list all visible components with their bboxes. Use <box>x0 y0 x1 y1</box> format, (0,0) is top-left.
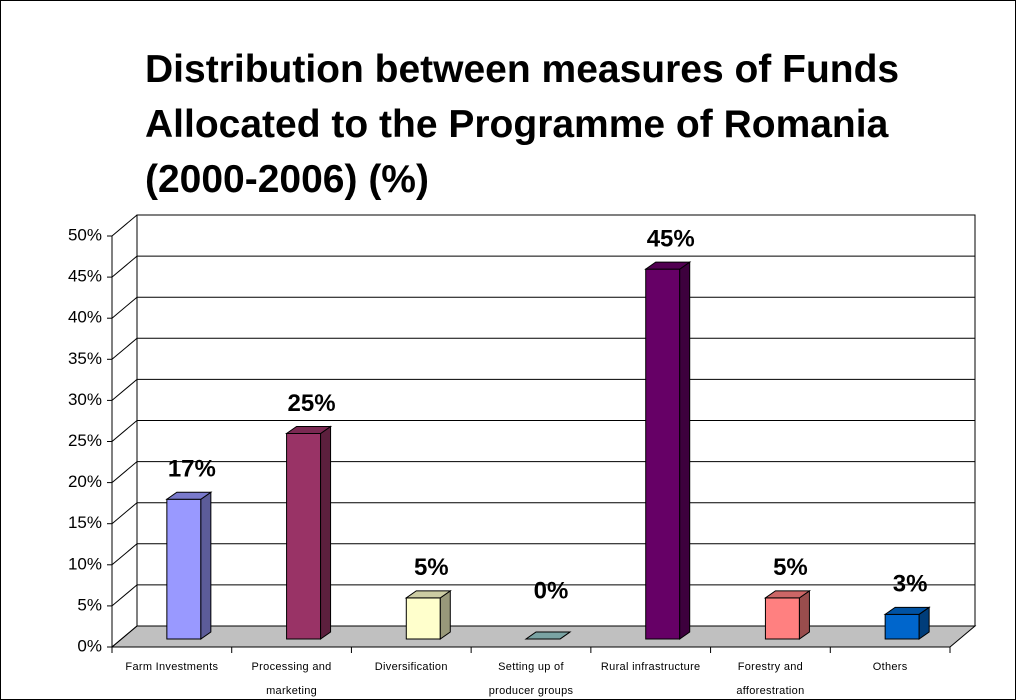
bar <box>644 261 692 640</box>
bar-front <box>286 433 322 640</box>
y-tick-label: 20% <box>68 472 102 491</box>
y-tick-label: 0% <box>77 636 102 655</box>
grid-line <box>111 379 138 401</box>
grid-line <box>111 214 138 237</box>
chart-title: Distribution between measures of Funds A… <box>145 48 900 201</box>
x-tick-label: Setting up of producer groups <box>488 661 574 697</box>
grid-line <box>111 337 138 360</box>
y-tick-label: 45% <box>68 267 102 286</box>
value-label: 5% <box>414 554 449 581</box>
bar-side <box>320 425 332 640</box>
grid-line <box>111 296 138 319</box>
x-tick-label: Farm Investments <box>125 661 219 673</box>
bar-front <box>405 597 441 640</box>
grid-line <box>111 255 138 278</box>
bar-top <box>883 606 931 615</box>
y-tick-label: 50% <box>68 225 102 244</box>
grid-line <box>111 543 138 566</box>
value-label: 17% <box>168 456 216 483</box>
bar <box>165 491 213 640</box>
grid-line <box>111 584 138 607</box>
bar-side <box>200 491 212 640</box>
x-tick-label: Processing and marketing <box>251 661 332 697</box>
bar <box>883 606 931 640</box>
bar-front <box>166 498 202 640</box>
bar-side <box>439 589 451 640</box>
bar-top <box>763 590 812 599</box>
bar-front <box>884 613 920 640</box>
bar <box>524 631 572 640</box>
bar-front <box>764 597 800 640</box>
grid-line <box>111 625 138 648</box>
y-tick-label: 40% <box>68 308 102 327</box>
y-tick-label: 35% <box>68 349 102 368</box>
x-tick-label: Diversification <box>374 661 448 673</box>
value-label: 45% <box>647 225 695 252</box>
x-tick-label: Forestry and afforestration <box>736 661 805 697</box>
y-tick-label: 5% <box>77 595 102 614</box>
x-tick-label: Rural infrastructure <box>600 661 701 673</box>
y-tick-label: 15% <box>68 513 102 532</box>
value-label: 5% <box>773 554 808 581</box>
y-tick-label: 30% <box>68 390 102 409</box>
bar-front <box>645 268 681 640</box>
bar-top <box>284 426 333 434</box>
bar-top <box>524 631 572 640</box>
y-tick-label: 25% <box>68 431 102 450</box>
bar <box>404 589 452 640</box>
bar-side <box>798 589 810 640</box>
value-label: 0% <box>534 577 569 604</box>
y-tick-label: 10% <box>68 554 102 573</box>
bar <box>763 589 812 640</box>
bar-top <box>165 491 213 500</box>
value-label: 25% <box>288 390 336 417</box>
grid-line <box>111 502 138 525</box>
bar <box>284 425 333 640</box>
bar-side <box>679 261 691 640</box>
x-tick-label: Others <box>872 661 908 673</box>
grid-line <box>111 461 138 483</box>
grid-line <box>111 420 138 442</box>
value-label: 3% <box>893 571 928 598</box>
bar-top <box>404 590 452 599</box>
bar-top <box>644 261 692 270</box>
